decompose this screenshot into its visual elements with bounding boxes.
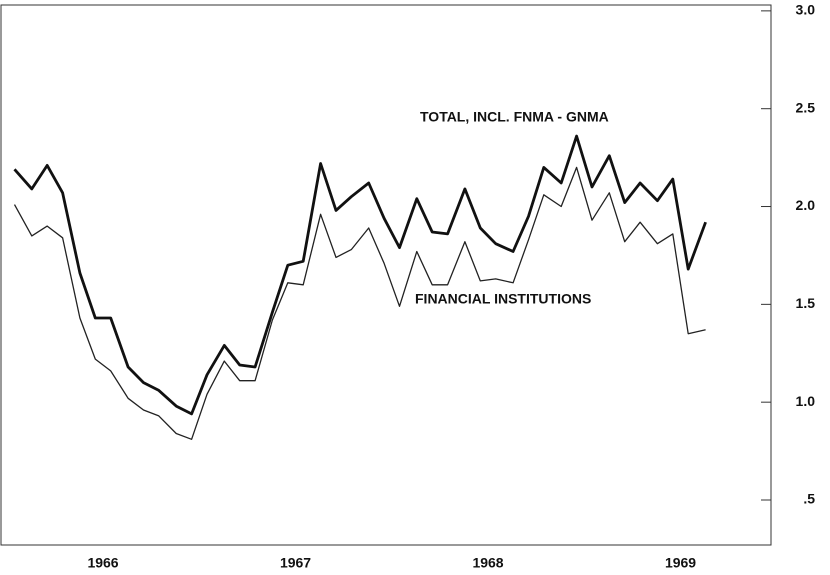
x-tick-label: 1967 (280, 555, 311, 571)
x-tick-label: 1968 (472, 555, 503, 571)
x-tick-label: 1966 (87, 555, 118, 571)
series-label: FINANCIAL INSTITUTIONS (415, 291, 591, 307)
series-label: TOTAL, INCL. FNMA - GNMA (420, 109, 609, 125)
y-tick-label: .5 (803, 491, 815, 507)
y-tick-label: 3.0 (796, 2, 816, 18)
y-tick-label: 2.5 (796, 99, 816, 115)
y-tick-label: 1.5 (796, 295, 816, 311)
series-line (13, 166, 706, 440)
y-tick-label: 2.0 (796, 197, 816, 213)
y-tick-label: 1.0 (796, 393, 816, 409)
plot-frame (0, 4, 772, 546)
series-line (13, 134, 707, 416)
x-tick-label: 1969 (665, 555, 696, 571)
